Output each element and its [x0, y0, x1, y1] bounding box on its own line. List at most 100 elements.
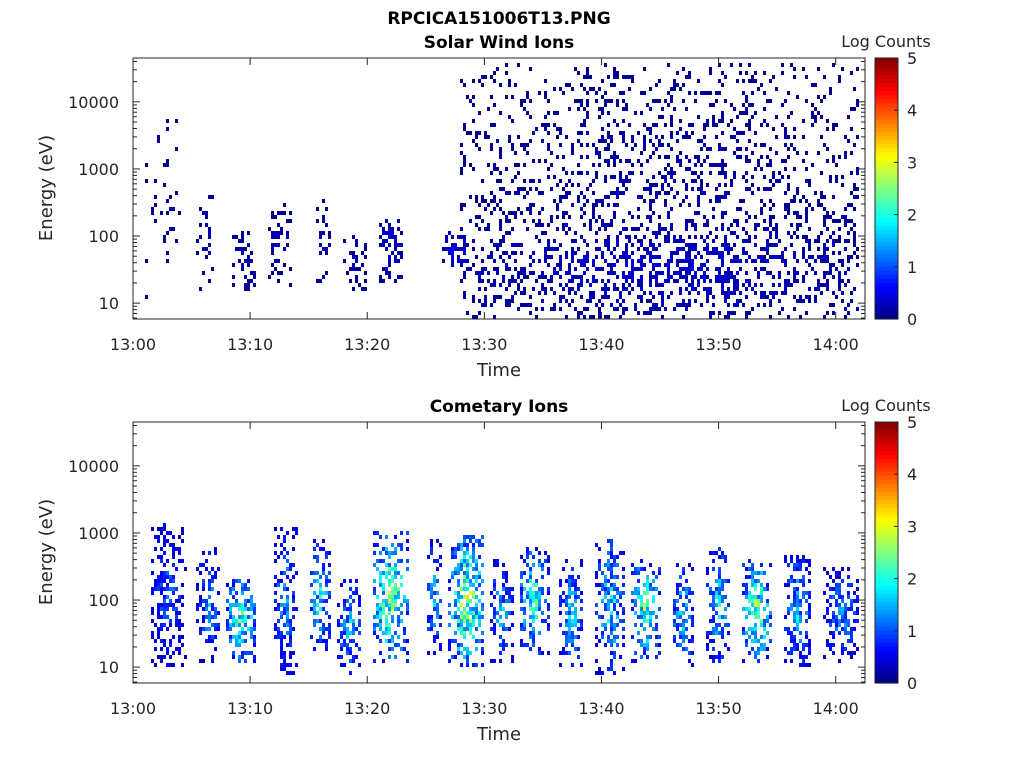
heatmap-cell [472, 295, 475, 299]
heatmap-cell [619, 303, 622, 307]
heatmap-cell [616, 75, 619, 79]
heatmap-cell [697, 279, 700, 283]
heatmap-cell [229, 587, 232, 591]
heatmap-cell [766, 163, 769, 167]
heatmap-cell [643, 67, 646, 71]
heatmap-cell [814, 191, 817, 195]
heatmap-cell [568, 287, 571, 291]
heatmap-cell [460, 643, 463, 647]
heatmap-cell [613, 599, 616, 603]
heatmap-cell [670, 175, 673, 179]
heatmap-cell [691, 591, 694, 595]
heatmap-cell [610, 643, 613, 647]
heatmap-cell [466, 587, 469, 591]
heatmap-cell [583, 259, 586, 263]
colorbar-segment [875, 123, 898, 128]
heatmap-cell [712, 603, 715, 607]
heatmap-cell [655, 263, 658, 267]
heatmap-cell [352, 631, 355, 635]
heatmap-cell [787, 315, 790, 319]
heatmap-cell [649, 215, 652, 219]
heatmap-cell [844, 247, 847, 251]
heatmap-cell [208, 639, 211, 643]
heatmap-cell [676, 271, 679, 275]
heatmap-cell [805, 199, 808, 203]
heatmap-cell [547, 603, 550, 607]
heatmap-cell [286, 219, 289, 223]
heatmap-cell [478, 539, 481, 543]
heatmap-cell [472, 591, 475, 595]
heatmap-cell [691, 615, 694, 619]
heatmap-cell [529, 587, 532, 591]
heatmap-cell [490, 123, 493, 127]
heatmap-cell [682, 627, 685, 631]
heatmap-cell [511, 599, 514, 603]
heatmap-cell [724, 315, 727, 319]
heatmap-cell [757, 611, 760, 615]
heatmap-cell [799, 655, 802, 659]
heatmap-cell [688, 255, 691, 259]
heatmap-cell [520, 643, 523, 647]
colorbar-segment [875, 548, 898, 554]
heatmap-cell [517, 283, 520, 287]
heatmap-cell [787, 183, 790, 187]
heatmap-cell [655, 191, 658, 195]
x-tick-label: 13:00 [110, 699, 156, 718]
heatmap-cell [733, 279, 736, 283]
heatmap-cell [616, 555, 619, 559]
heatmap-cell [523, 599, 526, 603]
heatmap-cell [766, 647, 769, 651]
colorbar-segment [875, 164, 898, 169]
heatmap-cell [391, 635, 394, 639]
heatmap-cell [379, 611, 382, 615]
heatmap-cell [697, 175, 700, 179]
heatmap-cell [607, 315, 610, 319]
heatmap-cell [169, 543, 172, 547]
heatmap-cell [712, 311, 715, 315]
heatmap-cell [175, 239, 178, 243]
heatmap-cell [478, 279, 481, 283]
heatmap-cell [406, 599, 409, 603]
heatmap-cell [703, 159, 706, 163]
heatmap-cell [385, 599, 388, 603]
heatmap-cell [427, 615, 430, 619]
colorbar-segment [875, 135, 898, 141]
heatmap-cell [241, 587, 244, 591]
heatmap-cell [727, 579, 730, 583]
heatmap-cell [463, 559, 466, 563]
heatmap-cell [385, 271, 388, 275]
heatmap-cell [160, 655, 163, 659]
heatmap-cell [523, 623, 526, 627]
heatmap-cell [226, 607, 229, 611]
heatmap-cell [556, 207, 559, 211]
heatmap-cell [721, 255, 724, 259]
heatmap-cell [394, 599, 397, 603]
heatmap-cell [559, 579, 562, 583]
heatmap-cell [535, 583, 538, 587]
heatmap-cell [511, 595, 514, 599]
heatmap-cell [811, 103, 814, 107]
heatmap-cell [751, 91, 754, 95]
heatmap-cell [799, 223, 802, 227]
heatmap-cell [748, 215, 751, 219]
heatmap-cell [688, 563, 691, 567]
colorbar-segment [875, 475, 898, 480]
heatmap-cell [538, 211, 541, 215]
heatmap-cell [721, 71, 724, 75]
heatmap-cell [511, 227, 514, 231]
heatmap-cell [592, 191, 595, 195]
colorbar-segment [875, 66, 898, 71]
heatmap-cell [493, 583, 496, 587]
heatmap-cell [565, 251, 568, 255]
heatmap-cell [277, 627, 280, 631]
heatmap-cell [721, 119, 724, 123]
heatmap-cell [769, 187, 772, 191]
heatmap-cell [682, 303, 685, 307]
heatmap-cell [760, 591, 763, 595]
heatmap-cell [481, 303, 484, 307]
heatmap-cell [580, 103, 583, 107]
heatmap-cell [649, 191, 652, 195]
heatmap-cell [526, 91, 529, 95]
heatmap-cell [541, 619, 544, 623]
heatmap-cell [391, 543, 394, 547]
